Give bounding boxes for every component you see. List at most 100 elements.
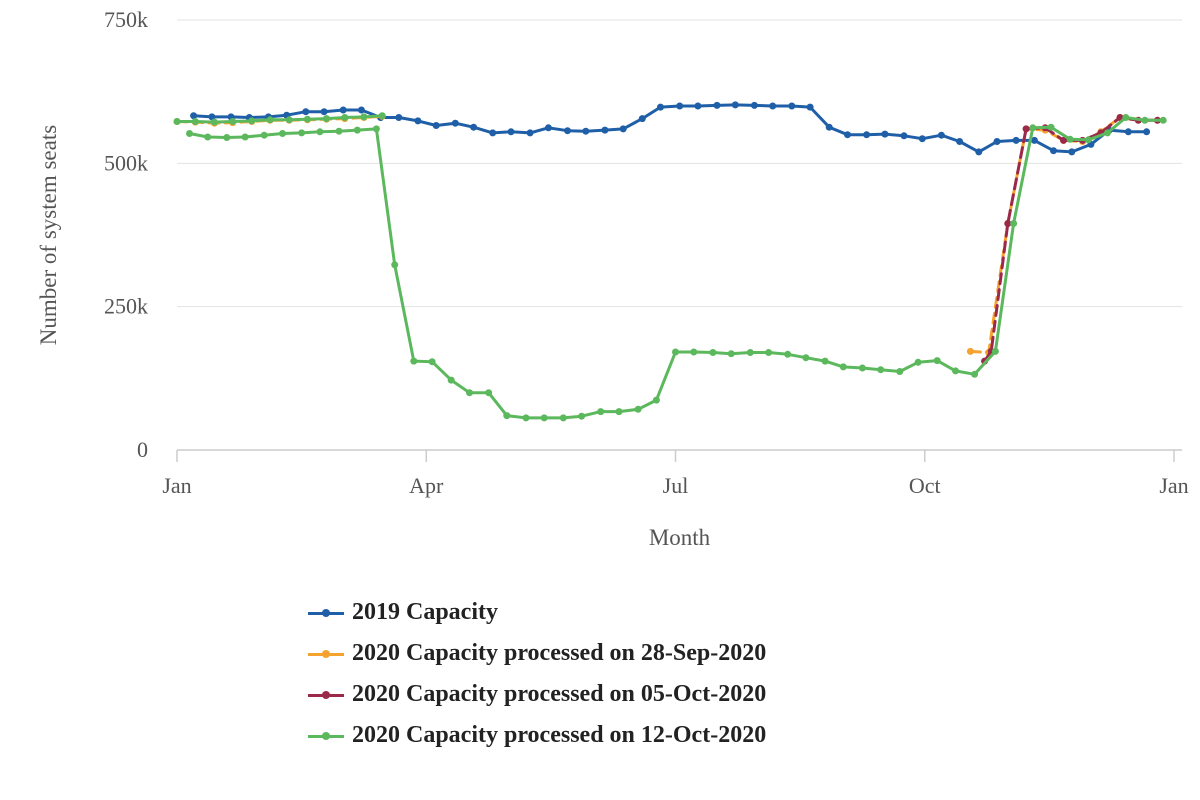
series-point-4 <box>410 357 418 365</box>
series-point-4 <box>971 370 979 378</box>
series-point-4 <box>1084 136 1092 144</box>
series-point-4 <box>466 389 473 397</box>
legend-label: 2020 Capacity processed on 05-Oct-2020 <box>352 681 767 707</box>
series-point-1 <box>657 103 664 111</box>
series-point-4 <box>709 349 717 356</box>
chart-legend: 2019 Capacity 2020 Capacity processed on … <box>308 592 766 756</box>
series-point-1 <box>1050 147 1057 155</box>
series-point-4 <box>1047 123 1055 131</box>
series-point-4 <box>204 133 212 141</box>
series-point-1 <box>601 126 609 134</box>
series-point-1 <box>451 119 459 127</box>
series-point-4 <box>323 115 330 123</box>
series-point-1 <box>544 124 552 132</box>
legend-label: 2020 Capacity processed on 28-Sep-2020 <box>352 640 767 666</box>
series-point-4 <box>447 376 455 384</box>
series-point-4 <box>316 128 324 136</box>
series-point-4 <box>191 118 199 125</box>
series-point-4 <box>210 118 218 126</box>
legend-item-3[interactable]: 2020 Capacity processed on 05-Oct-2020 <box>308 674 766 715</box>
legend-swatch-icon <box>308 606 344 620</box>
series-point-4 <box>597 408 605 416</box>
series-point-1 <box>788 102 796 110</box>
y-tick-label: 250k <box>104 294 148 319</box>
series-point-4 <box>503 412 511 420</box>
series-point-4 <box>428 358 436 366</box>
series-point-4 <box>241 133 249 141</box>
series-point-1 <box>564 127 571 135</box>
series-point-1 <box>937 131 945 139</box>
series-point-1 <box>863 131 871 139</box>
series-point-3 <box>1022 125 1030 133</box>
series-point-4 <box>652 396 660 404</box>
series-point-1 <box>676 102 684 110</box>
series-point-4 <box>991 347 999 355</box>
legend-item-4[interactable]: 2020 Capacity processed on 12-Oct-2020 <box>308 715 766 756</box>
series-point-4 <box>378 112 386 120</box>
series-point-4 <box>260 131 268 139</box>
series-point-1 <box>190 112 198 120</box>
series-point-4 <box>914 358 922 366</box>
series-point-1 <box>881 130 889 138</box>
series-point-1 <box>432 122 440 129</box>
series-point-1 <box>320 108 328 116</box>
series-point-4 <box>839 363 847 371</box>
series-point-4 <box>360 113 368 121</box>
series-point-4 <box>765 349 773 356</box>
series-point-4 <box>1159 116 1167 124</box>
series-point-4 <box>1029 124 1037 132</box>
series-point-4 <box>522 414 530 422</box>
series-point-4 <box>727 350 735 358</box>
series-point-1 <box>900 132 908 140</box>
x-axis-title: Month <box>649 525 711 550</box>
series-point-4 <box>858 364 866 372</box>
series-point-4 <box>279 130 286 137</box>
series-point-1 <box>750 101 758 109</box>
series-point-4 <box>485 389 493 397</box>
legend-label: 2020 Capacity processed on 12-Oct-2020 <box>352 722 767 748</box>
series-point-4 <box>540 414 548 422</box>
x-tick-label: Apr <box>409 473 444 498</box>
y-axis-title: Number of system seats <box>36 125 61 345</box>
series-point-1 <box>918 135 926 143</box>
series-point-1 <box>302 108 310 116</box>
series-point-1 <box>208 113 216 121</box>
legend-swatch-icon <box>308 688 344 702</box>
series-point-4 <box>266 116 274 124</box>
series-point-4 <box>952 367 959 375</box>
series-point-1 <box>1143 128 1151 136</box>
x-tick-label: Oct <box>909 473 941 498</box>
series-point-1 <box>956 138 964 145</box>
legend-item-2[interactable]: 2020 Capacity processed on 28-Sep-2020 <box>308 633 766 674</box>
series-point-4 <box>690 348 698 356</box>
series-point-1 <box>414 117 422 125</box>
series-point-4 <box>821 357 829 365</box>
legend-swatch-icon <box>308 729 344 743</box>
series-point-1 <box>395 114 403 121</box>
series-point-4 <box>877 366 885 374</box>
legend-label: 2019 Capacity <box>352 599 498 625</box>
series-line-1 <box>192 103 1149 154</box>
series-point-2 <box>966 347 974 355</box>
series-point-3 <box>1060 136 1067 144</box>
series-point-1 <box>1012 136 1020 144</box>
series-point-4 <box>1066 135 1074 143</box>
series-point-1 <box>993 138 1001 145</box>
legend-item-1[interactable]: 2019 Capacity <box>308 592 766 633</box>
series-point-4 <box>746 349 754 356</box>
series-point-4 <box>285 116 293 124</box>
series-point-4 <box>391 261 399 269</box>
series-point-4 <box>173 118 181 125</box>
series-point-4 <box>223 134 231 141</box>
x-tick-label: Jan <box>1159 473 1188 498</box>
series-point-1 <box>1124 128 1132 136</box>
series-point-1 <box>713 101 721 109</box>
series-point-4 <box>335 127 343 135</box>
series-point-4 <box>229 118 237 125</box>
series-point-1 <box>526 129 534 137</box>
series-point-1 <box>806 103 814 111</box>
series-point-4 <box>784 350 792 358</box>
series-point-1 <box>357 106 365 114</box>
series-point-1 <box>1030 136 1038 144</box>
